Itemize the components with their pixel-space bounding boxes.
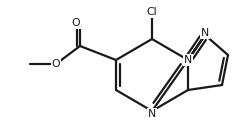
Text: N: N (148, 109, 156, 119)
Text: O: O (52, 59, 60, 69)
Text: N: N (184, 55, 192, 65)
Text: O: O (72, 18, 80, 28)
Text: Cl: Cl (147, 7, 157, 17)
Text: N: N (201, 28, 209, 38)
